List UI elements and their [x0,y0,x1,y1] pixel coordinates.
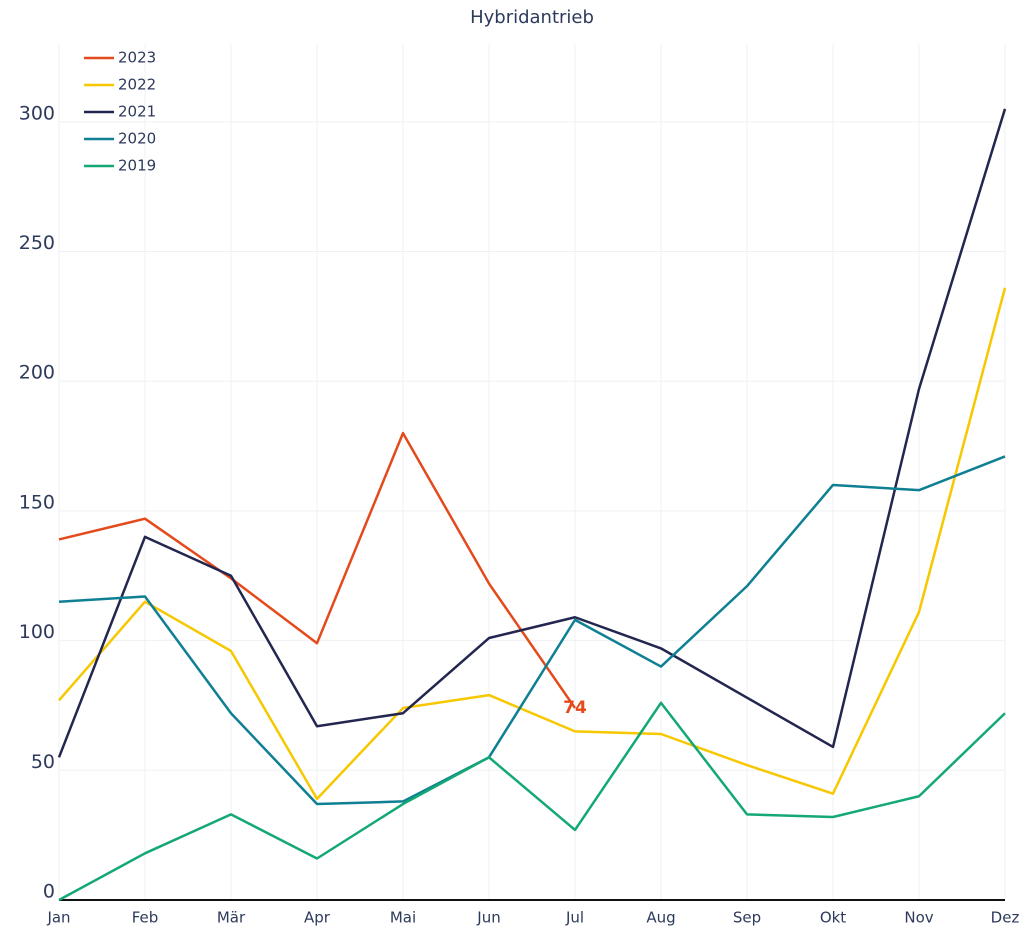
legend-label: 2022 [118,76,156,94]
y-tick-label: 250 [19,232,55,254]
legend-label: 2023 [118,49,156,67]
series-line [58,431,577,709]
data-label: 74 [563,698,587,718]
series-line [57,108,1007,758]
y-tick-label: 50 [31,751,55,773]
x-tick-label: Aug [646,909,675,927]
x-tick-label: Jul [565,909,584,927]
y-tick-label: 300 [19,102,55,124]
x-tick-label: Jun [476,909,500,927]
x-tick-label: Sep [733,909,761,927]
x-tick-label: Jan [46,909,70,927]
x-tick-label: Mai [390,909,416,927]
x-tick-label: Dez [991,909,1020,927]
series-line [58,287,1007,801]
y-tick-label: 150 [19,491,55,513]
y-tick-label: 0 [43,881,55,903]
legend-label: 2021 [118,103,156,121]
x-tick-label: Apr [304,909,331,927]
y-tick-label: 100 [19,621,55,643]
series-line [58,701,1006,902]
x-tick-label: Nov [904,909,933,927]
series-line [58,455,1006,806]
legend-label: 2020 [118,130,156,148]
y-tick-label: 200 [19,362,55,384]
legend-label: 2019 [118,157,156,175]
chart-title: Hybridantrieb [470,7,594,28]
x-tick-label: Feb [132,909,159,927]
x-tick-label: Okt [820,909,846,927]
x-tick-label: Mär [217,909,246,927]
